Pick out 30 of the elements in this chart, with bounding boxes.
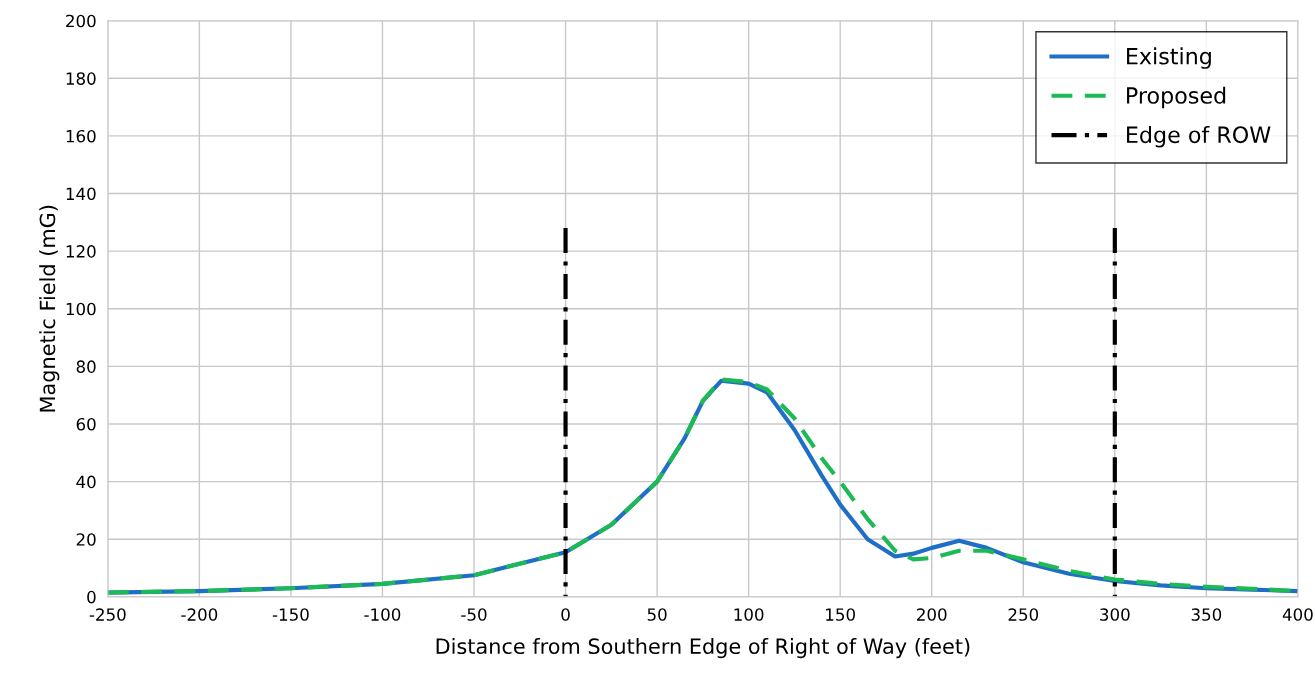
y-tick-label: 180	[66, 72, 96, 85]
x-tick-label: -150	[272, 608, 309, 621]
y-tick-label: 20	[76, 533, 96, 546]
y-tick-label: 60	[76, 417, 96, 431]
x-tick-label: 50	[647, 608, 667, 621]
y-tick-label: 160	[66, 129, 96, 143]
x-tick-label: 200	[917, 608, 947, 621]
x-tick-label: 350	[1191, 608, 1222, 621]
y-tick-label: 100	[66, 302, 96, 316]
legend-label: Edge of ROW	[1127, 125, 1271, 148]
y-tick-label: 140	[66, 187, 96, 201]
x-tick-label: -250	[89, 608, 126, 621]
y-tick-label: 40	[76, 475, 96, 489]
y-tick-label: 200	[66, 14, 96, 28]
legend-label: Existing	[1127, 47, 1211, 69]
x-tick-label: 250	[1008, 608, 1039, 621]
y-tick-label: 80	[76, 360, 96, 373]
x-tick-label: 0	[561, 608, 570, 621]
y-axis-title: Magnetic Field (mG)	[39, 205, 60, 412]
legend-label: Proposed	[1127, 86, 1226, 109]
y-tick-label: 120	[66, 245, 96, 258]
x-tick-label: 300	[1100, 608, 1130, 621]
x-tick-label: -50	[461, 608, 487, 621]
x-tick-label: 150	[826, 608, 855, 621]
x-tick-label: -200	[181, 608, 218, 621]
x-tick-label: 100	[734, 608, 764, 621]
x-tick-label: 400	[1282, 608, 1313, 621]
x-tick-label: -100	[364, 608, 401, 621]
x-axis-title: Distance from Southern Edge of Right of Way (feet)	[436, 637, 970, 659]
y-tick-label: 0	[87, 590, 96, 604]
